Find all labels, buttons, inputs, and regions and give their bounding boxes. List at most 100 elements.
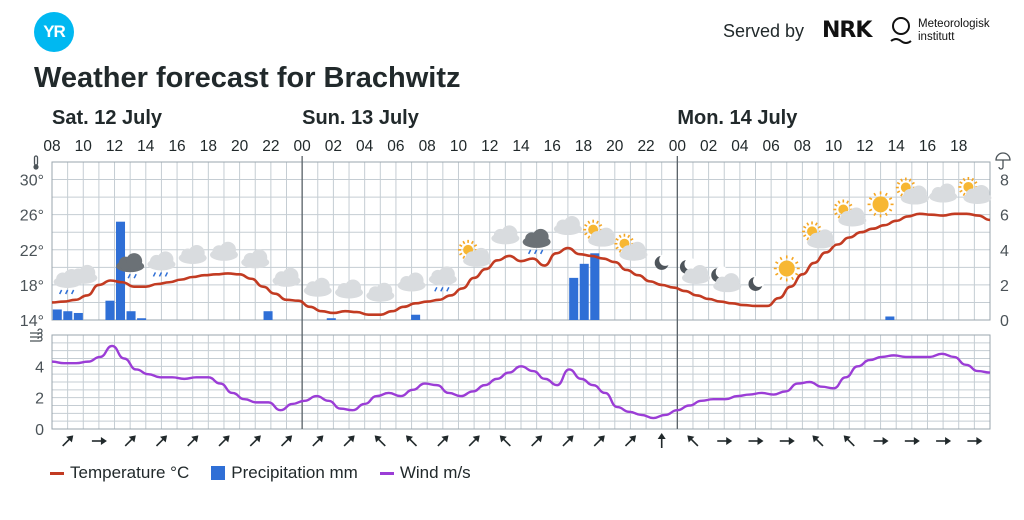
hour-tick-label: 18 [200, 138, 217, 155]
precipitation-tick-label: 2 [1000, 278, 1009, 295]
precipitation-bar [579, 263, 589, 320]
legend-wind: Wind m/s [379, 463, 471, 483]
weather-symbol-cloudy-icon [272, 267, 301, 287]
wind-icon [30, 328, 43, 342]
hour-tick-label: 14 [137, 138, 155, 155]
page-title: Weather forecast for Brachwitz [34, 62, 461, 94]
weather-symbol-moon-icon [654, 253, 672, 270]
weather-symbol-partly-cloudy-icon [958, 176, 992, 204]
precipitation-bar [63, 311, 73, 320]
temperature-tick-label: 30° [20, 173, 44, 190]
weather-symbol-partly-cloudy-icon [895, 177, 929, 205]
yr-logo[interactable]: YR [34, 12, 74, 52]
hour-tick-label: 12 [856, 138, 873, 155]
precipitation-bar [263, 311, 273, 320]
weather-symbol-cloudy-icon [241, 249, 270, 269]
met-institute-icon [890, 17, 912, 44]
weather-symbol-cloudy-icon [303, 277, 332, 297]
wind-direction-arrow [967, 437, 983, 445]
weather-symbol-partly-cloudy-icon [833, 199, 867, 227]
day-label: Sat. 12 July [52, 107, 163, 129]
weather-symbol-cloudy-icon [366, 282, 395, 302]
hour-tick-label: 04 [356, 138, 374, 155]
weather-symbol-sun-icon [773, 255, 800, 282]
wind-direction-arrow [531, 435, 543, 447]
temperature-line [51, 212, 991, 317]
hour-tick-label: 06 [763, 138, 780, 155]
weather-symbol-rain-cloud-dark-icon [522, 228, 551, 255]
lower-panel-frame [51, 334, 991, 430]
weather-symbol-moon-icon [748, 274, 765, 291]
day-label: Sun. 13 July [302, 107, 420, 129]
hour-tick-label: 06 [387, 138, 404, 155]
hour-tick-label: 16 [168, 138, 185, 155]
met-institute-logo[interactable]: Meteorologisk institutt [918, 18, 990, 44]
precipitation-bar [569, 277, 579, 320]
weather-symbol-cloudy-icon [209, 241, 238, 261]
weather-symbol-cloudy-icon [491, 225, 520, 245]
weather-symbol-partly-cloudy-icon [583, 219, 617, 247]
precipitation-tick-label: 6 [1000, 208, 1009, 225]
weather-symbol-rain-cloud-icon [428, 266, 457, 292]
weather-symbol-rain-cloud-icon [147, 251, 176, 277]
wind-direction-arrow [779, 437, 795, 445]
weather-symbol-cloudy-icon [335, 279, 364, 299]
weather-symbol-partly-cloudy-icon [458, 239, 492, 267]
precipitation-bar [411, 314, 421, 320]
hour-tick-label: 00 [669, 138, 687, 155]
wind-direction-arrow [936, 437, 952, 445]
temperature-tick-label: 14° [20, 313, 44, 330]
chart-legend: Temperature °C Precipitation mm Wind m/s [50, 463, 493, 483]
wind-direction-arrow [280, 435, 293, 447]
precipitation-bar [885, 316, 895, 320]
umbrella-icon [995, 152, 1011, 170]
wind-tick-label: 2 [35, 391, 44, 408]
wind-direction-arrow [249, 435, 261, 447]
legend-precipitation: Precipitation mm [211, 463, 358, 483]
wind-direction-arrow [155, 435, 168, 447]
weather-symbol-cloudy-icon [178, 244, 207, 264]
hour-tick-label: 18 [575, 138, 592, 155]
wind-direction-arrow [904, 437, 920, 445]
chart-grid [51, 161, 991, 430]
weather-symbol-moon-cloud-icon [711, 266, 742, 293]
weather-symbol-cloudy-icon [69, 264, 98, 284]
hour-tick-label: 16 [919, 138, 936, 155]
hour-tick-label: 12 [481, 138, 498, 155]
hour-tick-label: 02 [700, 138, 717, 155]
wind-direction-arrow [499, 435, 511, 447]
wind-direction-arrow [437, 435, 449, 447]
hour-tick-label: 14 [512, 138, 530, 155]
weather-symbol-partly-cloudy-icon [802, 221, 836, 249]
legend-temperature: Temperature °C [50, 463, 189, 483]
hour-tick-label: 16 [544, 138, 561, 155]
weather-symbol-cloudy-icon [397, 272, 426, 292]
wind-direction-arrow [374, 435, 386, 447]
hour-tick-label: 08 [419, 138, 436, 155]
nrk-logo[interactable]: NRK [822, 18, 872, 43]
wind-direction-arrow [657, 433, 666, 448]
hour-tick-label: 08 [794, 138, 811, 155]
weather-symbol-partly-cloudy-icon [614, 233, 648, 261]
upper-panel-frame [51, 161, 991, 321]
hour-tick-label: 14 [888, 138, 906, 155]
hour-tick-label: 20 [606, 138, 624, 155]
hour-tick-label: 04 [731, 138, 749, 155]
legend-precipitation-swatch [211, 466, 226, 480]
met-logo-line2: institutt [918, 31, 955, 43]
wind-direction-arrow [468, 435, 480, 447]
precipitation-bar [126, 311, 136, 320]
wind-direction-arrow [187, 435, 199, 447]
precipitation-bar [326, 318, 336, 320]
hour-tick-label: 08 [43, 138, 60, 155]
weather-symbol-moon-cloud-icon [679, 257, 710, 284]
temperature-tick-label: 26° [20, 208, 44, 225]
weather-symbol-cloudy-icon [929, 183, 958, 203]
precipitation-bar [590, 253, 600, 320]
wind-tick-label: 4 [35, 359, 44, 376]
hour-tick-label: 22 [637, 138, 654, 155]
precipitation-bar [137, 318, 147, 320]
precipitation-tick-label: 8 [1000, 173, 1009, 190]
legend-temperature-label: Temperature °C [70, 463, 190, 482]
